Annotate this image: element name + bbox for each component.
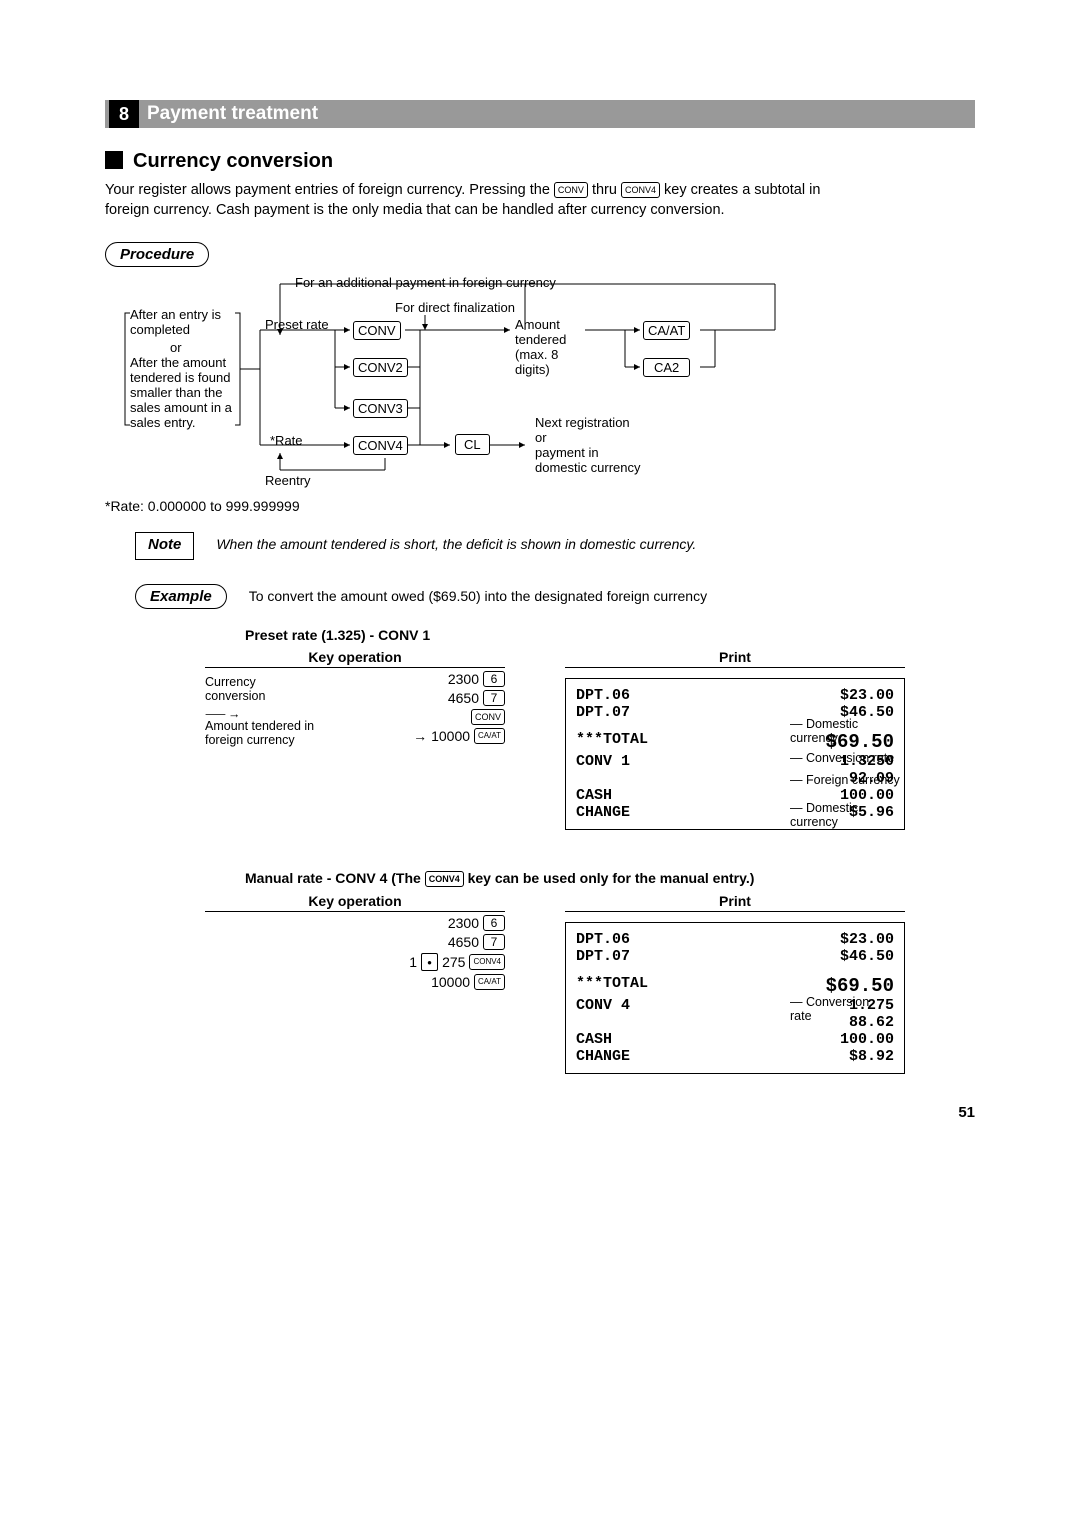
procedure-diagram: For an additional payment in foreign cur… <box>105 275 975 490</box>
intro-part: foreign currency. Cash payment is the on… <box>105 202 725 218</box>
op-value: 275 <box>442 954 465 970</box>
diagram-label: After an entry is completed <box>130 307 240 337</box>
conv4-key-icon: CONV4 <box>425 871 464 887</box>
intro-part: key creates a subtotal in <box>660 182 820 198</box>
op-value: 2300 <box>448 915 479 931</box>
conv-key: CONV <box>353 321 401 340</box>
procedure-label: Procedure <box>105 242 209 267</box>
cl-key: CL <box>455 434 490 455</box>
ex2-key-operation: Key operation 23006 46507 1 • 275 CONV4 … <box>205 893 505 1074</box>
annot-domestic2: — Domestic currency <box>790 801 870 829</box>
ex2-print: Print DPT.06 $23.00 DPT.07 $46.50 ***TOTAL… <box>565 893 905 1074</box>
diagram-label: For an additional payment in foreign cur… <box>295 275 556 290</box>
diagram-label: Reentry <box>265 473 311 488</box>
note-row: Note When the amount tendered is short, … <box>105 532 975 560</box>
diagram-label: After the amount tendered is found small… <box>130 355 245 430</box>
example-row: Example To convert the amount owed ($69.… <box>105 584 975 609</box>
diagram-label: or <box>170 340 182 355</box>
annot-amount-tendered: Amount tendered in foreign currency <box>205 719 315 747</box>
receipt-line: ***TOTAL <box>576 731 648 753</box>
op-value: 4650 <box>448 690 479 706</box>
caat-key: CA/AT <box>643 321 690 340</box>
receipt-total: $69.50 <box>826 975 894 997</box>
conv-key: CONV <box>471 709 505 725</box>
receipt-line: DPT.07 <box>576 948 630 965</box>
op-value: 10000 <box>431 974 470 990</box>
diagram-text: (max. 8 digits) <box>515 347 558 377</box>
page-number: 51 <box>105 1104 975 1121</box>
diagram-text: or <box>535 430 547 445</box>
ex2-title: Manual rate - CONV 4 (The CONV4 key can … <box>245 870 975 887</box>
dot-key: • <box>421 953 438 971</box>
conv4-key-icon: CONV4 <box>621 182 660 198</box>
receipt-val: 100.00 <box>840 1031 894 1048</box>
conv4-key: CONV4 <box>353 436 408 455</box>
receipt-line: DPT.06 <box>576 687 630 704</box>
diagram-text: domestic currency <box>535 460 640 475</box>
ca2-key: CA2 <box>643 358 690 377</box>
key-op-header: Key operation <box>205 649 505 668</box>
section-bar: 8 Payment treatment <box>105 100 975 128</box>
receipt-val: $23.00 <box>840 931 894 948</box>
example-text: To convert the amount owed ($69.50) into… <box>249 584 707 604</box>
receipt-line: CHANGE <box>576 804 630 821</box>
example-label: Example <box>135 584 227 609</box>
op-value: 10000 <box>431 728 470 744</box>
receipt-val: $23.00 <box>840 687 894 704</box>
conv2-key: CONV2 <box>353 358 408 377</box>
annot-convrate: — Conversion rate <box>790 995 870 1023</box>
intro-text: Your register allows payment entries of … <box>105 181 975 220</box>
receipt-line: CONV 1 <box>576 753 630 770</box>
receipt-line: CHANGE <box>576 1048 630 1065</box>
key-7: 7 <box>483 934 505 950</box>
diagram-label: For direct finalization <box>395 300 515 315</box>
square-bullet-icon <box>105 151 123 169</box>
receipt-line: DPT.06 <box>576 931 630 948</box>
diagram-text: Amount tendered <box>515 317 566 347</box>
diagram-label: Preset rate <box>265 317 329 332</box>
section-title: Payment treatment <box>147 103 318 125</box>
op-value: 1 <box>409 954 417 970</box>
annot-domestic: — Domestic currency <box>790 717 870 745</box>
key-6: 6 <box>483 671 505 687</box>
note-label: Note <box>135 532 194 560</box>
conv-key-icon: CONV <box>554 182 588 198</box>
key-6: 6 <box>483 915 505 931</box>
subsection-title: Currency conversion <box>133 150 333 172</box>
diagram-label: Next registration or payment in domestic… <box>535 415 655 475</box>
print-header: Print <box>565 649 905 668</box>
diagram-text: payment in <box>535 445 599 460</box>
note-text: When the amount tendered is short, the d… <box>216 532 696 560</box>
diagram-text: Next registration <box>535 415 630 430</box>
subsection-heading: Currency conversion <box>105 150 975 173</box>
receipt-line: CONV 4 <box>576 997 630 1014</box>
print-header: Print <box>565 893 905 912</box>
diagram-label: Amount tendered (max. 8 digits) <box>515 317 595 377</box>
annot-currency-conv: Currency conversion ⸺→ <box>205 675 280 722</box>
key-7: 7 <box>483 690 505 706</box>
receipt-val: $46.50 <box>840 948 894 965</box>
ex1-print: Print DPT.06$23.00 DPT.07$46.50 ***TOTAL… <box>565 649 905 830</box>
ex1-title: Preset rate (1.325) - CONV 1 <box>245 627 975 643</box>
receipt-line: ***TOTAL <box>576 975 648 997</box>
receipt-line: CASH <box>576 1031 612 1048</box>
intro-part: Your register allows payment entries of … <box>105 182 554 198</box>
receipt-line: CASH <box>576 787 612 804</box>
annot-convrate: — Conversion rate <box>790 751 894 765</box>
section-number: 8 <box>109 100 139 128</box>
receipt-val: $8.92 <box>849 1048 894 1065</box>
op-value: 2300 <box>448 671 479 687</box>
annot-foreign: — Foreign currency <box>790 773 900 787</box>
ex1-key-operation: Key operation 23006 46507 CONV →10000CA/… <box>205 649 505 830</box>
conv3-key: CONV3 <box>353 399 408 418</box>
receipt-line: DPT.07 <box>576 704 630 721</box>
caat-key: CA/AT <box>474 974 505 990</box>
diagram-label: *Rate <box>270 433 303 448</box>
rate-note: *Rate: 0.000000 to 999.999999 <box>105 498 975 514</box>
op-value: 4650 <box>448 934 479 950</box>
caat-key: CA/AT <box>474 728 505 744</box>
intro-part: thru <box>588 182 621 198</box>
key-op-header: Key operation <box>205 893 505 912</box>
conv4-key: CONV4 <box>469 954 505 970</box>
